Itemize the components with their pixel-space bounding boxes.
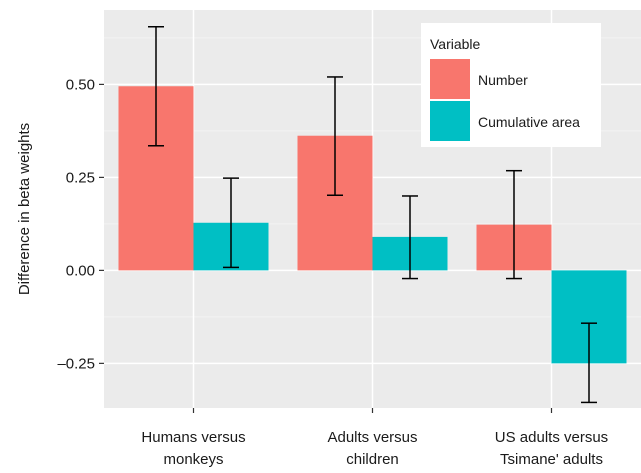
legend-key-number [430,59,470,99]
y-tick-label: 0.00 [66,262,95,279]
legend-title: Variable [430,36,481,52]
legend-key-cumulative-area [430,101,470,141]
legend: Variable Number Cumulative area [421,23,601,147]
error-bars [148,25,597,404]
legend-label: Cumulative area [478,114,580,130]
y-tick-label: 0.25 [66,169,95,186]
x-tick-label: Humans versus [141,429,245,446]
y-tick-label: 0.50 [66,76,95,93]
legend-label: Number [478,72,528,88]
y-tick-label: –0.25 [57,355,95,372]
y-axis-title: Difference in beta weights [16,123,33,295]
x-tick-label: US adults versus [495,429,608,446]
x-tick-label: children [346,451,399,468]
x-axis: Humans versus monkeys Adults versus childre… [141,408,608,468]
y-axis: –0.25 0.00 0.25 0.50 [57,76,104,372]
x-tick-label: Adults versus [327,429,417,446]
x-tick-label: monkeys [163,451,223,468]
x-tick-label: Tsimane' adults [500,451,603,468]
